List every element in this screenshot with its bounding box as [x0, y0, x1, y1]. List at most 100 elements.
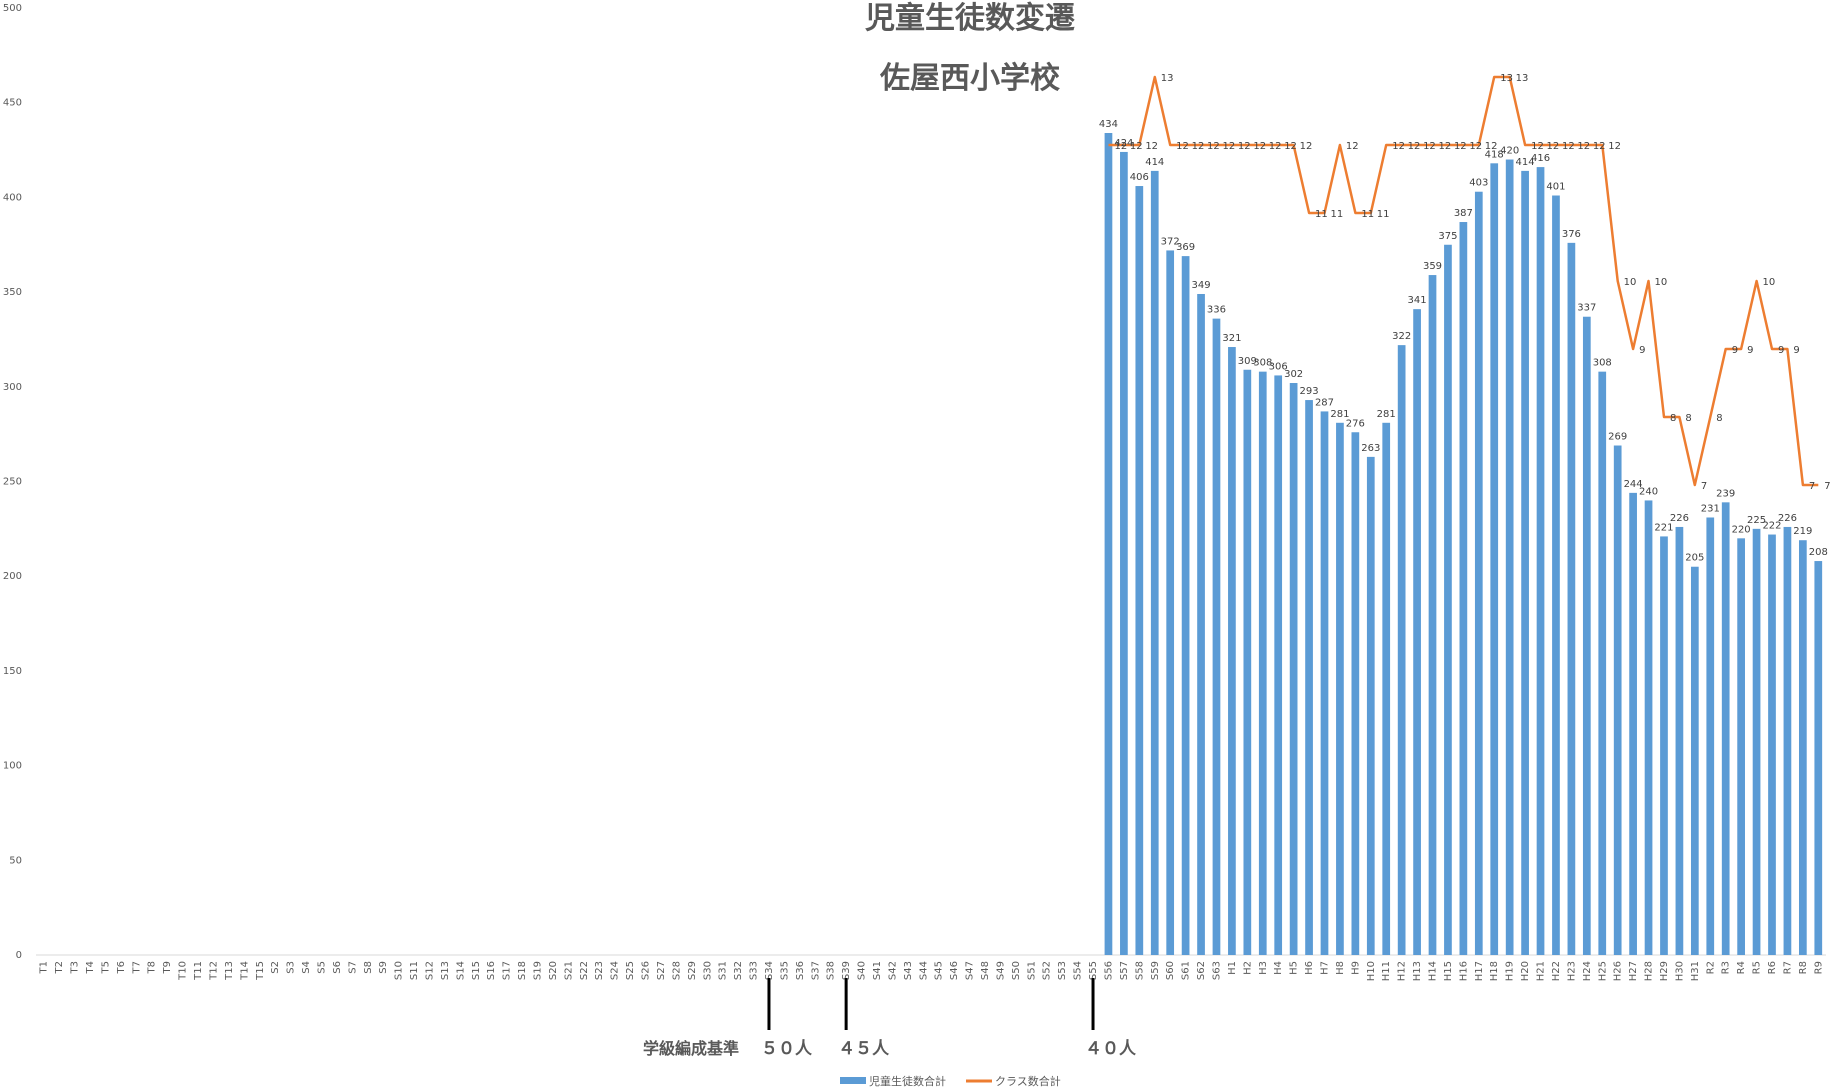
- x-tick-label: S33: [749, 961, 760, 980]
- line-data-label: 7: [1824, 481, 1830, 492]
- bar-data-label: 372: [1161, 236, 1180, 247]
- line-data-label: 9: [1793, 345, 1799, 356]
- x-tick-label: T6: [116, 961, 127, 974]
- bar-data-label: 306: [1269, 361, 1288, 372]
- bar: [1798, 540, 1807, 955]
- line-data-label: 12: [1577, 141, 1590, 152]
- y-tick-label: 250: [3, 477, 22, 488]
- line-data-label: 9: [1732, 345, 1738, 356]
- x-tick-label: S53: [1057, 961, 1068, 980]
- line-data-label: 12: [1207, 141, 1220, 152]
- x-tick-label: T11: [193, 961, 204, 981]
- x-tick-label: S58: [1134, 961, 1145, 980]
- x-tick-label: S54: [1073, 961, 1084, 980]
- bar-data-label: 420: [1500, 146, 1519, 157]
- x-tick-label: S46: [949, 961, 960, 980]
- bar: [1444, 244, 1452, 955]
- x-tick-label: H1: [1227, 961, 1238, 975]
- bar-data-label: 424: [1114, 138, 1133, 149]
- x-tick-label: S17: [502, 961, 513, 980]
- legend-line-label: クラス数合計: [995, 1074, 1061, 1088]
- bar-data-label: 322: [1392, 331, 1411, 342]
- line-data-label: 10: [1624, 277, 1637, 288]
- x-tick-label: S29: [687, 961, 698, 980]
- x-tick-label: S3: [286, 961, 297, 974]
- line-data-label: 12: [1145, 141, 1158, 152]
- bar-data-label: 221: [1654, 522, 1673, 533]
- x-tick-label: S13: [440, 961, 451, 980]
- x-tick-label: H10: [1366, 961, 1377, 981]
- x-tick-label: S35: [779, 961, 790, 980]
- line-data-label: 12: [1485, 141, 1498, 152]
- bar: [1783, 526, 1792, 955]
- bar-data-label: 337: [1577, 303, 1596, 314]
- x-tick-label: S14: [455, 961, 466, 980]
- x-tick-label: S12: [424, 961, 435, 980]
- bar: [1613, 445, 1622, 955]
- bar: [1135, 186, 1144, 955]
- x-tick-label: S59: [1150, 961, 1161, 980]
- line-data-label: 7: [1809, 481, 1815, 492]
- line-data-label: 12: [1392, 141, 1405, 152]
- bar-data-label: 276: [1346, 418, 1365, 429]
- bar-data-label: 205: [1685, 553, 1704, 564]
- x-tick-label: S44: [918, 961, 929, 980]
- x-tick-label: S27: [656, 961, 667, 980]
- bar: [1474, 191, 1483, 955]
- bar: [1721, 502, 1730, 955]
- x-tick-label: S38: [826, 961, 837, 980]
- x-tick-label: H26: [1613, 961, 1624, 981]
- line-data-label: 12: [1300, 141, 1313, 152]
- x-tick-label: R4: [1736, 961, 1747, 974]
- y-tick-label: 300: [3, 382, 22, 393]
- line-data-label: 12: [1176, 141, 1189, 152]
- x-tick-label: S31: [718, 961, 729, 980]
- bar-data-label: 219: [1793, 526, 1812, 537]
- x-tick-label: H27: [1628, 961, 1639, 981]
- y-tick-label: 0: [16, 950, 22, 961]
- x-tick-label: S39: [841, 961, 852, 980]
- x-tick-label: S32: [733, 961, 744, 980]
- y-tick-label: 400: [3, 192, 22, 203]
- bar-data-label: 406: [1130, 172, 1149, 183]
- bar-data-label: 226: [1778, 513, 1797, 524]
- bar-data-label: 416: [1531, 153, 1550, 164]
- bar: [1120, 151, 1128, 956]
- line-data-label: 8: [1716, 413, 1722, 424]
- line-data-label: 12: [1253, 141, 1266, 152]
- line-data-label: 10: [1763, 277, 1776, 288]
- x-tick-label: T1: [39, 961, 50, 974]
- line-data-label: 9: [1639, 345, 1645, 356]
- bar: [1459, 222, 1468, 956]
- x-tick-label: T8: [147, 961, 158, 974]
- line-data-label: 12: [1608, 141, 1621, 152]
- x-tick-label: S10: [394, 961, 405, 980]
- x-tick-label: H3: [1258, 961, 1269, 975]
- bar: [1166, 250, 1175, 955]
- bar: [1181, 256, 1190, 955]
- bar-data-label: 208: [1809, 547, 1828, 558]
- x-tick-label: S41: [872, 961, 883, 980]
- x-tick-label: H9: [1350, 961, 1361, 975]
- bar-data-label: 434: [1099, 119, 1118, 130]
- standard-caption: 学級編成基準: [643, 1039, 739, 1058]
- x-tick-label: S48: [980, 961, 991, 980]
- line-data-label: 12: [1593, 141, 1606, 152]
- y-tick-label: 350: [3, 287, 22, 298]
- x-tick-label: R2: [1705, 961, 1716, 974]
- y-tick-label: 450: [3, 98, 22, 109]
- x-tick-label: S42: [887, 961, 898, 980]
- bar-data-label: 341: [1408, 295, 1427, 306]
- bar-data-label: 376: [1562, 229, 1581, 240]
- bar: [1644, 500, 1653, 955]
- bar-data-label: 359: [1423, 261, 1442, 272]
- line-data-label: 12: [1469, 141, 1482, 152]
- x-tick-label: S24: [610, 961, 621, 980]
- x-tick-label: S19: [533, 961, 544, 980]
- bar: [1675, 526, 1684, 955]
- bar: [1320, 411, 1329, 955]
- x-tick-label: S15: [471, 961, 482, 980]
- bar-data-label: 239: [1716, 488, 1735, 499]
- x-tick-label: H4: [1273, 961, 1284, 975]
- line-data-label: 11: [1315, 209, 1328, 220]
